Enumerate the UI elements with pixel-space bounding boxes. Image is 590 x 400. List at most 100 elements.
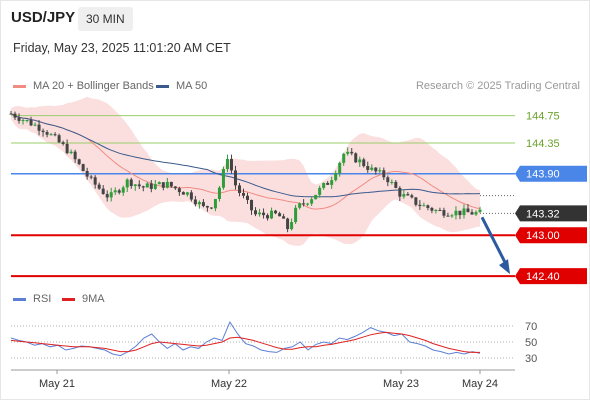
candle-body	[21, 120, 25, 122]
pivot-tag-box	[515, 165, 587, 182]
candle-body	[370, 167, 374, 170]
legend-ma20-label: MA 20 + Bollinger Bands	[33, 80, 154, 92]
ma50-swatch	[156, 84, 169, 88]
time-tick-label: May 22	[211, 378, 247, 390]
candle-body	[197, 202, 201, 205]
candle-body	[129, 179, 133, 187]
candle-body	[229, 158, 233, 171]
legend-rsi-label: RSI	[33, 293, 52, 305]
moving-averages	[10, 113, 481, 210]
timeframe-badge[interactable]: 30 MIN	[78, 7, 133, 31]
ma9-swatch	[62, 297, 75, 301]
candle-body	[274, 210, 278, 214]
candle-body	[225, 158, 229, 170]
datetime-label: Friday, May 23, 2025 11:01:20 AM CET	[13, 41, 231, 55]
candle-body	[137, 184, 141, 187]
bollinger-band-fill	[11, 96, 480, 246]
ma9-line	[10, 331, 480, 353]
candle-body	[97, 184, 101, 189]
candle-body	[382, 170, 386, 178]
candle-body	[278, 213, 282, 217]
candle-body	[446, 215, 450, 217]
projection-arrow	[480, 216, 510, 275]
candle-body	[418, 204, 422, 207]
candle-body	[354, 153, 358, 163]
candle-body	[189, 192, 193, 200]
legend-rsi: RSI	[13, 293, 51, 305]
candle-body	[125, 179, 129, 188]
candle-body	[286, 218, 290, 230]
candle-body	[386, 177, 390, 183]
candle-body	[33, 124, 37, 126]
candle-body	[458, 210, 462, 216]
last-price-tag: 143.32	[526, 208, 560, 220]
candle-body	[149, 183, 153, 189]
ma20-swatch	[13, 84, 26, 88]
candles	[9, 110, 482, 233]
candle-body	[49, 134, 53, 136]
candle-body	[45, 132, 49, 135]
candle-body	[262, 212, 266, 216]
candle-body	[394, 181, 398, 188]
candle-body	[25, 119, 29, 121]
candle-body	[250, 199, 254, 211]
candle-body	[410, 195, 414, 198]
candle-body	[474, 212, 478, 215]
candle-body	[302, 203, 306, 205]
candle-body	[13, 113, 17, 118]
candle-body	[185, 192, 189, 195]
candle-body	[322, 182, 326, 188]
time-tick-label: May 24	[462, 378, 498, 390]
candle-body	[254, 210, 258, 215]
legend-ma50: MA 50	[156, 80, 207, 92]
candle-body	[422, 205, 426, 207]
candle-body	[205, 206, 209, 208]
candle-body	[157, 182, 161, 185]
level-lines	[11, 115, 515, 278]
candle-body	[402, 194, 406, 197]
candle-body	[390, 181, 394, 183]
legend-ma20: MA 20 + Bollinger Bands	[13, 80, 154, 92]
candle-body	[374, 167, 378, 172]
candle-body	[290, 222, 294, 230]
candle-body	[466, 208, 470, 213]
candle-body	[61, 142, 65, 144]
level-tags: 144.75 144.35 143.90 143.32 143.00 142.40	[515, 111, 587, 285]
candle-body	[233, 170, 237, 186]
candle-body	[9, 113, 13, 115]
candle-body	[342, 153, 346, 163]
candle-body	[462, 208, 466, 216]
candle-body	[478, 209, 482, 213]
candle-body	[57, 135, 61, 143]
bollinger-bands	[11, 96, 480, 246]
candle-body	[121, 187, 125, 193]
candle-body	[241, 192, 245, 196]
resistance-1-label: 144.35	[526, 138, 560, 150]
candle-body	[193, 199, 197, 205]
credit-text: Research © 2025 Trading Central	[415, 80, 580, 92]
candle-body	[338, 162, 342, 174]
candle-body	[358, 159, 362, 163]
candle-body	[454, 210, 458, 216]
candle-body	[298, 203, 302, 208]
candle-body	[310, 199, 314, 204]
candle-body	[398, 187, 402, 197]
candle-body	[330, 180, 334, 185]
candle-body	[430, 207, 434, 211]
candle-body	[434, 210, 438, 212]
candle-body	[165, 181, 169, 188]
candle-body	[101, 188, 105, 195]
candle-body	[109, 192, 113, 198]
candle-body	[442, 210, 446, 216]
candle-body	[450, 215, 454, 217]
candle-body	[350, 151, 354, 154]
candle-body	[326, 182, 330, 185]
candle-body	[414, 197, 418, 205]
candle-body	[113, 190, 117, 193]
candle-body	[65, 143, 69, 154]
candle-body	[81, 164, 85, 172]
candle-body	[85, 171, 89, 177]
candle-body	[378, 170, 382, 172]
support-2-tag: 142.40	[526, 271, 560, 283]
